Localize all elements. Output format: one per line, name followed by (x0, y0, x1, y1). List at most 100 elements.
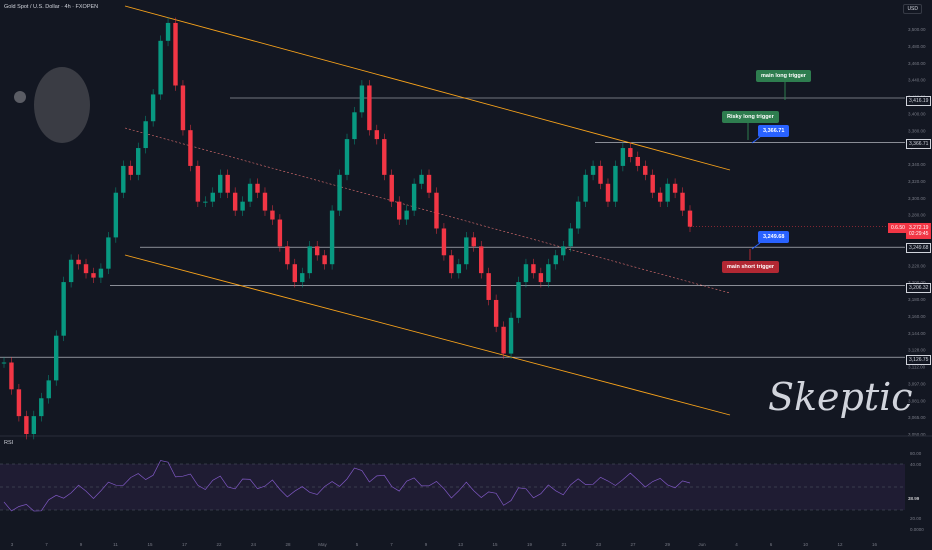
candle-body (322, 255, 327, 265)
candle-body (270, 210, 275, 220)
candle-body (344, 139, 350, 175)
candle-body (367, 85, 372, 131)
rsi-value: 38.99 (908, 496, 920, 501)
candle-body (91, 273, 96, 278)
candle-body (590, 165, 596, 175)
short-price-callout[interactable]: 3,249.68 (758, 231, 790, 243)
price-tick-label: 3,440.00 (908, 78, 926, 83)
candle-body (39, 398, 44, 417)
price-tick-label: 3,144.00 (908, 331, 926, 336)
candle-body (143, 121, 148, 149)
price-tick-label: 3,460.00 (908, 61, 926, 66)
candle-body (210, 192, 215, 202)
time-tick-label: Jun (698, 542, 706, 547)
last-price-countdown: 02:29:45 (906, 229, 932, 239)
rsi-tick-label: 20.00 (910, 516, 922, 521)
candle-body (173, 22, 178, 86)
price-tick-label: 3,112.00 (908, 365, 926, 370)
candle-body (240, 201, 245, 211)
candle-body (374, 130, 380, 140)
price-tick-label: 3,128.00 (908, 348, 926, 353)
time-tick-label: 19 (527, 542, 533, 547)
candle-body (508, 317, 514, 354)
candle-body (382, 139, 387, 175)
currency-badge[interactable]: USD (903, 4, 922, 14)
candle-body (277, 219, 283, 247)
candle-body (113, 192, 119, 238)
candle-body (680, 192, 685, 211)
channel-lower-line (124, 254, 731, 416)
time-tick-label: 13 (458, 542, 464, 547)
candle-body (389, 174, 394, 202)
time-tick-label: 7 (390, 542, 393, 547)
channel-upper-line (124, 5, 731, 171)
candle-body (232, 192, 238, 211)
candle-body (650, 174, 655, 193)
level-tag-4: 3,206.32 (906, 283, 932, 293)
candle-body (643, 165, 648, 175)
candle-body (479, 246, 484, 274)
time-tick-label: 17 (182, 542, 188, 547)
level-tag-2: 3,366.71 (906, 139, 932, 149)
candle-body (396, 201, 402, 220)
rsi-line (3, 460, 691, 512)
candle-body (337, 174, 342, 211)
main-short-trigger-callout[interactable]: main short trigger (722, 261, 780, 273)
candle-body (501, 326, 506, 354)
candle-body (553, 255, 558, 265)
price-tick-label: 3,097.00 (908, 381, 926, 386)
candle-body (76, 259, 81, 265)
candle-body (136, 148, 141, 175)
candle-body (180, 85, 186, 131)
time-tick-label: 5 (356, 542, 359, 547)
candle-body (628, 148, 633, 157)
main-long-trigger-callout[interactable]: main long trigger (756, 70, 811, 82)
time-tick-label: 22 (216, 542, 222, 547)
candle-body (329, 210, 335, 265)
candle-body (188, 130, 193, 166)
time-tick-label: 6 (770, 542, 773, 547)
time-tick-label: 9 (80, 542, 83, 547)
candle-body (605, 183, 611, 202)
candle-body (262, 192, 268, 211)
candle-body (121, 165, 126, 193)
price-tick-label: 3,500.00 (908, 27, 926, 32)
candle-body (434, 192, 439, 229)
risky-price-callout[interactable]: 3,366.71 (758, 125, 790, 137)
candle-body (359, 85, 365, 113)
price-tick-label: 3,480.00 (908, 44, 926, 49)
price-tick-label: 3,220.00 (908, 263, 926, 268)
candle-body (687, 210, 693, 227)
candle-body (516, 282, 521, 318)
time-tick-label: 11 (113, 542, 118, 547)
risky-long-trigger-callout[interactable]: Risky long trigger (722, 111, 779, 123)
candle-body (523, 264, 529, 283)
candle-body (583, 174, 588, 202)
rsi-label: RSI (4, 440, 14, 446)
candle-body (307, 246, 312, 274)
candle-body (471, 237, 476, 247)
price-tick-label: 3,380.00 (908, 128, 926, 133)
candle-body (635, 156, 641, 166)
candle-body (46, 380, 51, 399)
candle-body (352, 112, 357, 140)
candle-body (598, 165, 603, 184)
time-tick-label: 29 (665, 542, 671, 547)
candle-body (538, 273, 544, 283)
candle-body (546, 264, 551, 283)
time-tick-label: 3 (11, 542, 14, 547)
price-tick-label: 3,180.00 (908, 297, 926, 302)
rsi-tick-label: 40.00 (910, 462, 922, 467)
candle-body (225, 174, 230, 193)
candle-body (195, 165, 201, 202)
candle-body (165, 22, 171, 41)
candle-body (620, 148, 626, 166)
time-tick-label: 9 (425, 542, 428, 547)
candle-body (285, 246, 290, 265)
candle-body (203, 201, 208, 203)
candle-body (158, 40, 163, 95)
candle-body (561, 246, 566, 256)
price-tick-label: 3,065.00 (908, 415, 926, 420)
time-tick-label: 27 (630, 542, 636, 547)
